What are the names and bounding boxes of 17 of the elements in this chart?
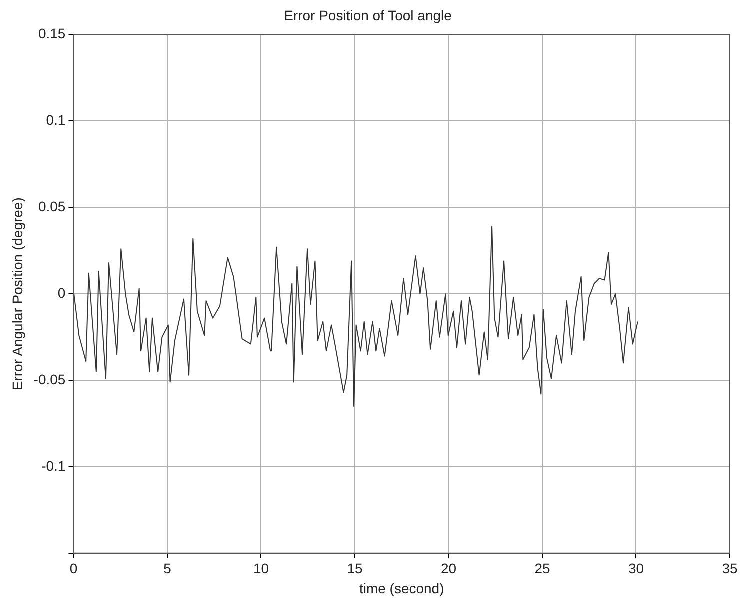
chart-title: Error Position of Tool angle [284, 7, 452, 24]
y-tick-label: 0.05 [38, 198, 66, 215]
y-tick-label: 0 [58, 284, 66, 301]
x-tick-label: 10 [253, 560, 270, 577]
y-tick-label: -0.05 [34, 371, 66, 388]
y-axis-title: Error Angular Position (degree) [9, 198, 26, 391]
y-tick-label: 0.15 [38, 26, 66, 42]
x-tick-label: 15 [347, 560, 363, 577]
x-tick-label: 35 [722, 560, 738, 577]
y-tick-label: -0.1 [42, 458, 66, 474]
x-tick-label: 0 [70, 560, 78, 577]
x-axis-title: time (second) [359, 580, 444, 596]
x-tick-label: 30 [628, 560, 644, 577]
x-tick-label: 5 [164, 560, 172, 577]
x-tick-label: 20 [440, 560, 457, 577]
y-tick-label: 0.1 [46, 112, 66, 128]
x-tick-label: 25 [534, 560, 550, 577]
